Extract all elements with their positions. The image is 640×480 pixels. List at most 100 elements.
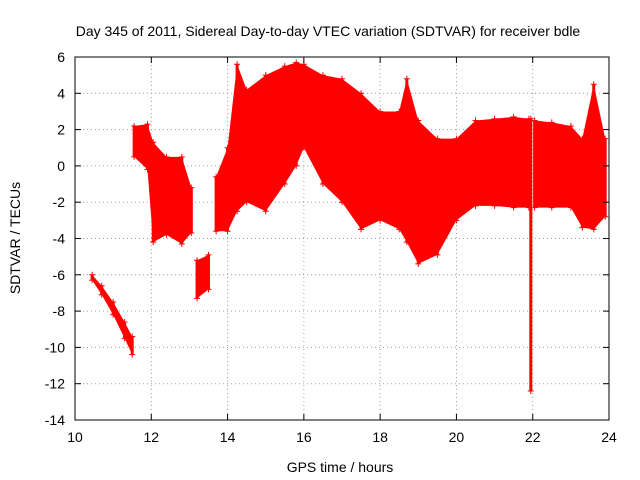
data-point-marker (110, 299, 117, 306)
data-point-marker (224, 144, 231, 151)
y-tick-label: -12 (45, 376, 65, 392)
data-band-segment (134, 124, 148, 170)
data-point-marker (319, 72, 326, 79)
data-band-segment (322, 75, 342, 203)
x-tick-label: 12 (143, 429, 159, 445)
data-point-marker (89, 277, 96, 284)
data-band-segment (296, 62, 304, 166)
y-tick-labels: -14 -12 -10 -8 -6 -4 -2 0 2 4 6 (45, 49, 65, 428)
data-band-segment (475, 118, 495, 206)
data-band-segment (456, 120, 476, 221)
data-point-marker (89, 271, 96, 278)
data-point-marker (194, 295, 201, 302)
data-band-segment (153, 142, 167, 243)
data-point-marker (293, 162, 300, 169)
data-point-marker (262, 208, 269, 215)
data-band-segment (197, 254, 209, 299)
data-point-marker (300, 144, 307, 151)
data-point-marker (434, 135, 441, 142)
data-point-marker (602, 135, 609, 142)
data-point-marker (531, 204, 538, 211)
x-tick-label: 10 (67, 429, 83, 445)
data-point-marker (548, 204, 555, 211)
data-point-marker (531, 117, 538, 124)
data-point-marker (527, 115, 534, 122)
data-point-marker (150, 239, 157, 246)
chart-title: Day 345 of 2011, Sidereal Day-to-day VTE… (76, 23, 581, 39)
data-band-segment (361, 93, 381, 230)
data-point-marker (121, 335, 128, 342)
data-point-marker (205, 286, 212, 293)
data-point-marker (163, 153, 170, 160)
data-band-segment (284, 62, 297, 185)
data-point-marker (453, 217, 460, 224)
data-band-segment (582, 84, 594, 230)
data-point-marker (358, 90, 365, 97)
y-tick-label: -10 (45, 339, 65, 355)
data-band-segment (593, 84, 606, 230)
data-point-marker (339, 199, 345, 206)
data-point-marker (472, 117, 479, 124)
x-tick-label: 18 (372, 429, 388, 445)
data-point-marker (590, 81, 597, 88)
data-point-marker (415, 117, 422, 124)
data-point-marker (281, 181, 288, 188)
data-band-segment (166, 156, 182, 244)
data-point-marker (129, 333, 136, 340)
y-tick-label: -4 (53, 231, 66, 247)
data-point-marker (491, 115, 498, 122)
data-point-marker (527, 387, 534, 394)
data-point-marker (213, 173, 220, 180)
x-tick-label: 24 (601, 429, 617, 445)
data-point-marker (98, 282, 105, 289)
y-axis-label: SDTVAR / TECUs (7, 182, 23, 294)
data-band-segment (101, 285, 114, 315)
data-layer (89, 59, 609, 394)
data-band-segment (399, 78, 407, 243)
data-point-marker (319, 181, 326, 188)
data-point-marker (98, 291, 105, 298)
data-band-segment (551, 122, 571, 208)
data-point-marker (150, 139, 157, 146)
data-point-marker (396, 226, 403, 233)
data-point-marker (205, 251, 212, 258)
y-tick-label: -14 (45, 412, 65, 428)
data-band-segment (265, 66, 285, 212)
data-point-marker (144, 166, 151, 173)
data-band-segment (513, 116, 529, 208)
data-band-segment (342, 78, 362, 230)
data-point-marker (590, 226, 597, 233)
tick-marks (74, 56, 610, 421)
data-point-marker (131, 122, 138, 129)
data-point-marker (358, 226, 365, 233)
data-band-segment (246, 75, 266, 212)
data-point-marker (472, 202, 479, 209)
data-point-marker (377, 217, 384, 224)
data-point-marker (377, 108, 384, 115)
y-tick-label: -2 (53, 194, 66, 210)
data-point-marker (234, 61, 241, 68)
x-tick-labels: 10 12 14 16 18 20 22 24 (67, 429, 617, 445)
data-point-marker (403, 75, 410, 82)
x-axis-label: GPS time / hours (287, 459, 394, 475)
x-tick-label: 22 (525, 429, 541, 445)
data-band-segment (124, 321, 133, 355)
data-point-marker (510, 113, 517, 120)
y-tick-label: 0 (57, 158, 65, 174)
data-band-segment (380, 111, 400, 230)
x-tick-label: 20 (449, 429, 465, 445)
data-point-marker (243, 199, 250, 206)
data-point-marker (579, 135, 586, 142)
data-point-marker (188, 230, 195, 237)
data-point-marker (144, 121, 151, 128)
data-point-marker (567, 204, 574, 211)
data-point-marker (339, 75, 345, 82)
data-band-segment (534, 120, 552, 208)
data-point-marker (194, 257, 201, 264)
data-point-marker (234, 208, 241, 215)
y-tick-label: -6 (53, 267, 66, 283)
data-band-segment (227, 64, 238, 232)
data-point-marker (567, 122, 574, 129)
